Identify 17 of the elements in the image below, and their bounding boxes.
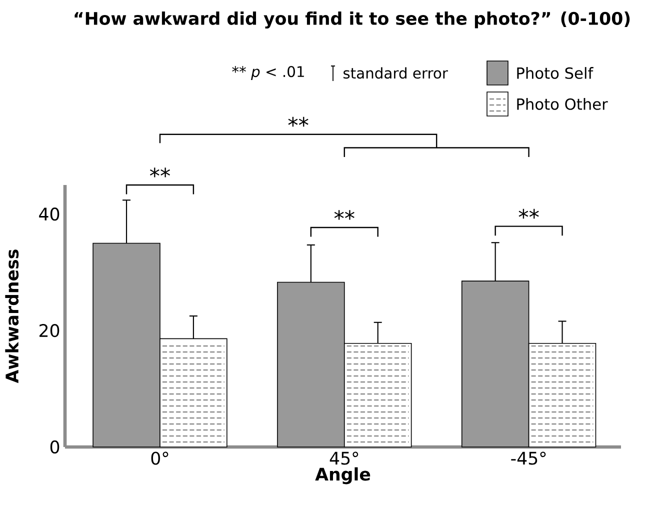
text: ** — [288, 116, 308, 127]
x-axis-title: Angle — [315, 467, 370, 484]
y-tick-label: 0 — [50, 440, 60, 454]
text: standard error — [344, 67, 448, 79]
text: ** p < .01 — [232, 66, 304, 80]
y-axis-title: Awkwardness — [5, 250, 19, 384]
annotation: ** — [518, 208, 539, 219]
text: ** — [150, 168, 170, 178]
legend-label: Photo Other — [517, 98, 608, 110]
legend-label: Photo Self — [517, 67, 594, 79]
chart-title: “How awkward did you find it to see the photo?” (0-100) — [74, 12, 630, 28]
y-tick-label: 20 — [40, 324, 60, 338]
x-tick-label: 45° — [330, 452, 358, 465]
x-tick-label: -45° — [511, 452, 546, 465]
annotation: ** — [334, 210, 354, 220]
y-tick-label: 40 — [39, 208, 60, 221]
x-tick-label: 0° — [151, 452, 168, 465]
